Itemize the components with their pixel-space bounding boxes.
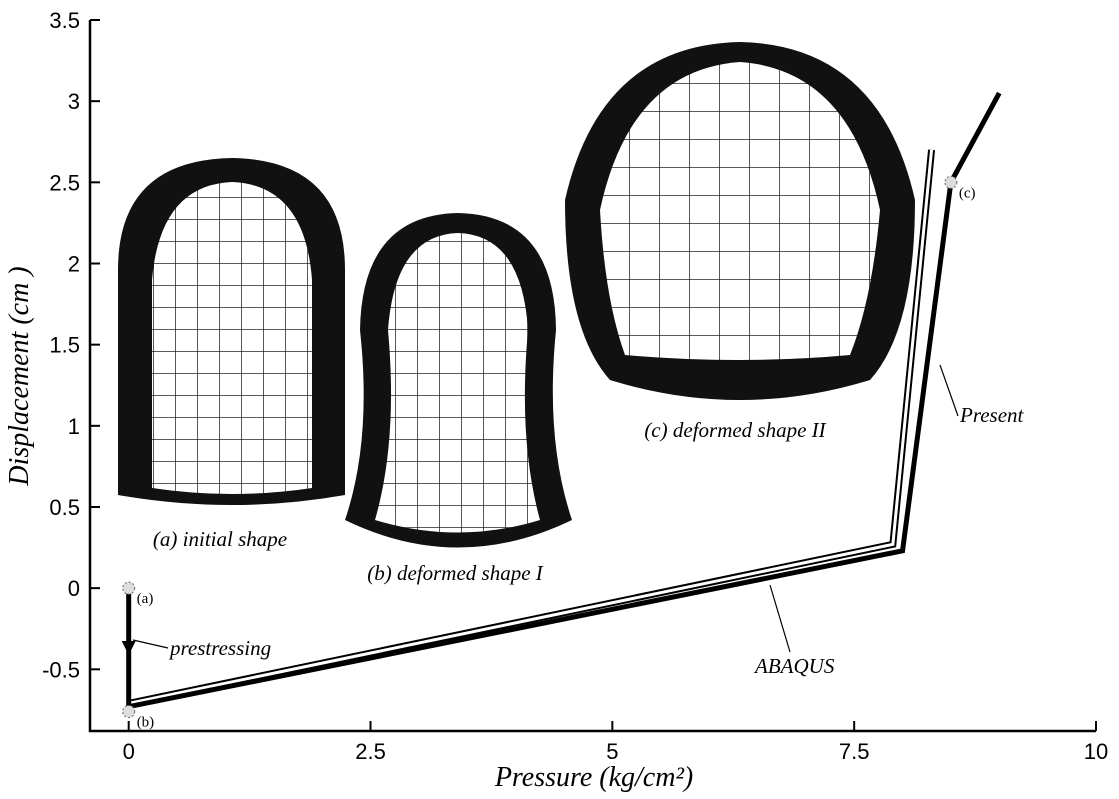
annotation: (b) deformed shape I (367, 561, 544, 585)
x-tick-label: 5 (606, 739, 618, 764)
y-tick-label: 2.5 (49, 170, 80, 195)
arrow-head (122, 641, 136, 655)
annotation: (c) deformed shape II (644, 418, 826, 442)
point-label: (a) (137, 591, 154, 607)
point-label: (c) (959, 185, 976, 201)
y-tick-label: 0.5 (49, 495, 80, 520)
point-marker (123, 582, 135, 594)
annotation: (a) initial shape (153, 527, 287, 551)
legend-label: ABAQUS (753, 654, 835, 678)
point-marker (945, 176, 957, 188)
y-tick-label: 1.5 (49, 333, 80, 358)
x-tick-label: 2.5 (355, 739, 386, 764)
point-label: (b) (137, 715, 155, 731)
x-axis-label: Pressure (kg/cm²) (494, 762, 693, 793)
legend-label: Present (959, 403, 1025, 427)
y-tick-label: -0.5 (42, 657, 80, 682)
x-tick-label: 7.5 (839, 739, 870, 764)
y-tick-label: 1 (68, 414, 80, 439)
shape-b (345, 213, 572, 548)
chart: (a) initial shape (b) deformed shape I (… (0, 0, 1119, 799)
y-tick-label: 0 (68, 576, 80, 601)
y-tick-label: 3.5 (49, 8, 80, 33)
shape-c (565, 42, 915, 400)
shape-a (118, 158, 345, 505)
y-tick-label: 2 (68, 251, 80, 276)
annotation: prestressing (168, 636, 271, 660)
point-marker (123, 706, 135, 718)
y-axis-label: Displacement (cm ) (4, 266, 35, 486)
x-tick-label: 10 (1084, 739, 1108, 764)
x-tick-label: 0 (123, 739, 135, 764)
y-tick-label: 3 (68, 89, 80, 114)
